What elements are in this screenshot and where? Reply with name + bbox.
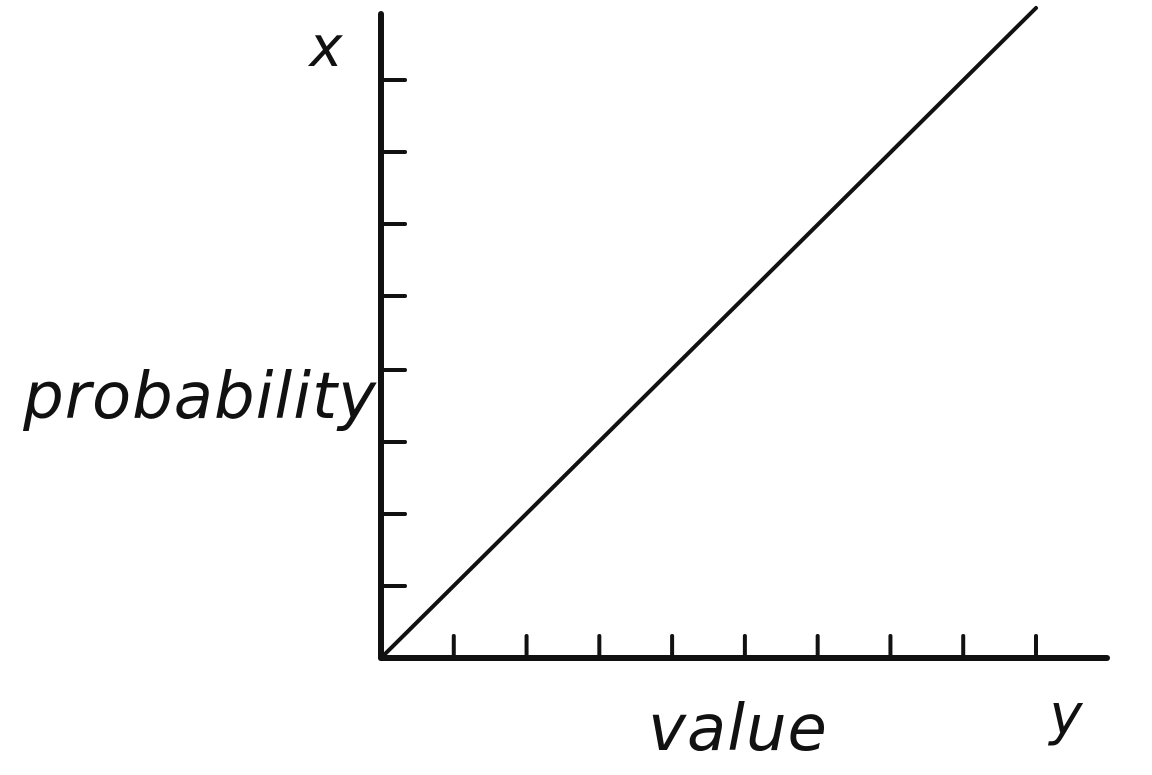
x-axis-end-label: y	[1047, 683, 1083, 748]
y-axis-end-label: x	[307, 15, 343, 80]
y-axis-label: probability	[22, 360, 377, 434]
series-line-linear	[379, 6, 1038, 660]
y-ticks	[379, 78, 407, 588]
series-group	[379, 6, 1038, 660]
x-axis-label: value	[648, 692, 828, 766]
x-ticks	[451, 634, 1038, 660]
